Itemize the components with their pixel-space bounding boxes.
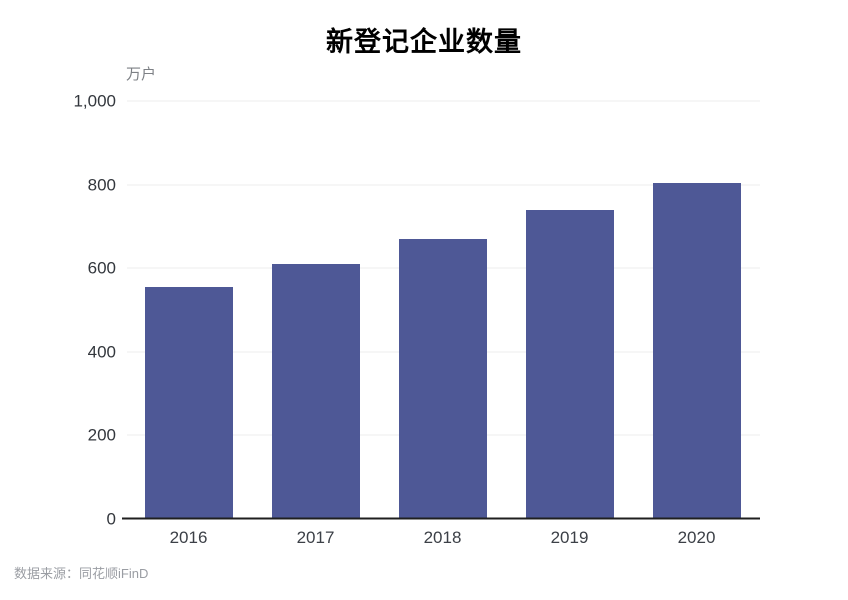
x-axis-baseline [122,517,760,520]
plot-area [122,100,760,520]
x-axis: 2016 2017 2018 2019 2020 [125,524,760,558]
data-source-note: 数据来源：同花顺iFinD [14,566,149,581]
y-axis: 0 200 400 600 800 1,000 [0,93,116,528]
x-tick-label-2016: 2016 [169,528,208,547]
x-tick-label-2019: 2019 [550,528,589,547]
chart-title: 新登记企业数量 [326,27,522,57]
y-tick-label-800: 800 [87,175,116,195]
x-tick-label-2018: 2018 [423,528,462,547]
y-tick-label-400: 400 [87,342,116,362]
bar-2019 [525,209,614,519]
gridline-1000 [127,100,760,102]
y-tick-label-0: 0 [106,509,116,529]
bar-2020 [652,182,741,519]
bar-2017 [271,264,360,519]
x-tick-label-2020: 2020 [677,528,716,547]
bar-2018 [398,238,487,519]
y-tick-label-200: 200 [87,425,116,445]
y-tick-label-600: 600 [87,258,116,278]
y-tick-label-1000: 1,000 [73,91,116,111]
bar-2016 [144,287,233,519]
gridline-800 [127,184,760,186]
y-axis-unit-label: 万户 [126,66,157,83]
x-tick-label-2017: 2017 [296,528,335,547]
